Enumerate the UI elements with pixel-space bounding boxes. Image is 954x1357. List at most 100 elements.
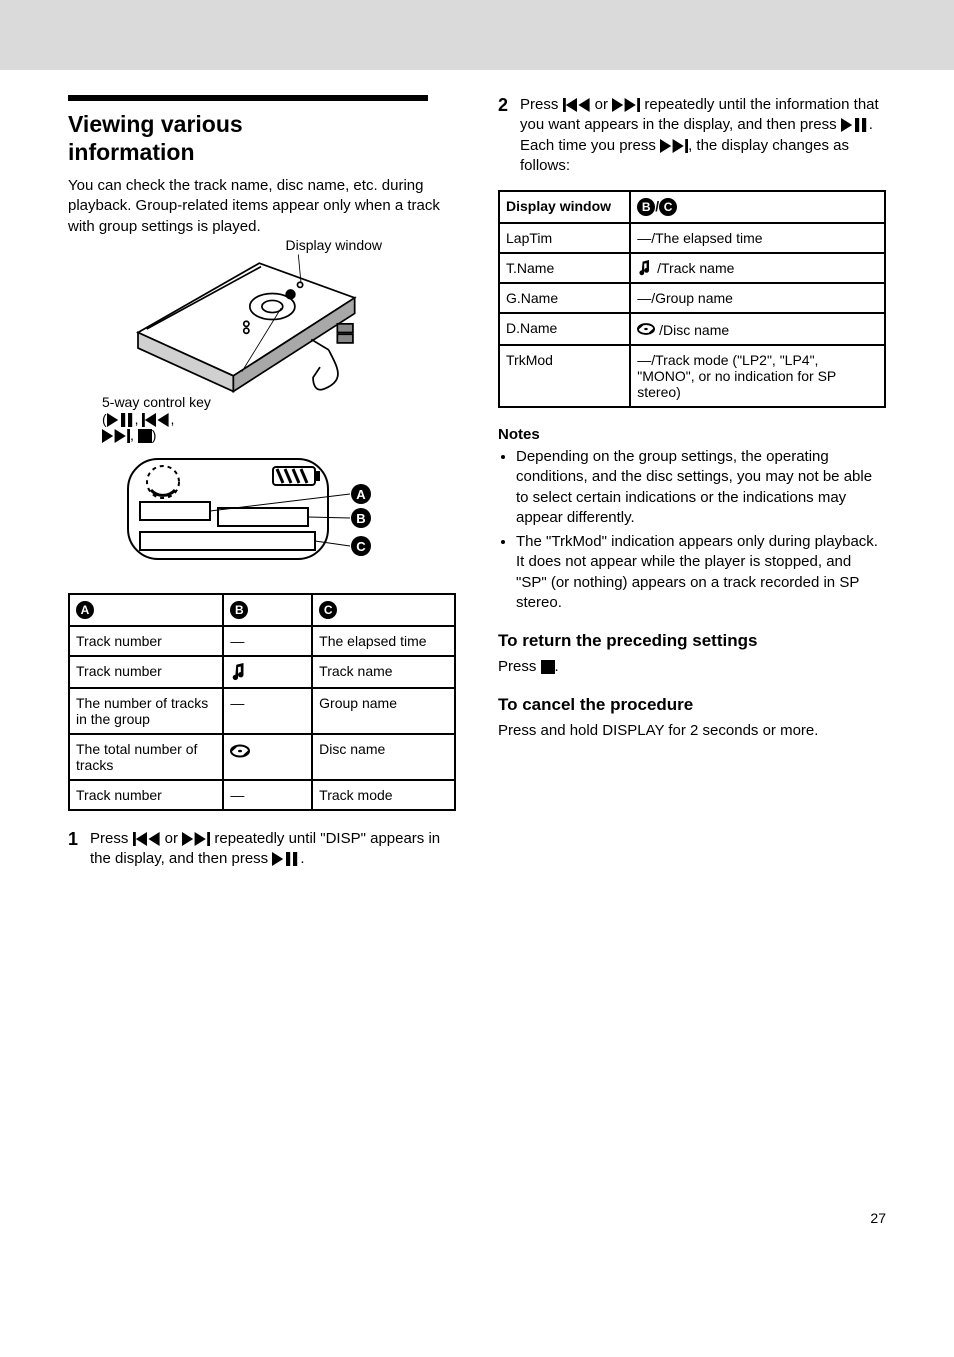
return-a: Press (498, 658, 541, 675)
music-note-icon (637, 260, 653, 276)
display-table: A B C Track number — The elapsed time Tr… (68, 593, 456, 811)
step-2-text: Press or repeatedly until the informatio… (520, 95, 886, 176)
title-line-2: information (68, 139, 195, 165)
caption-key-label: 5-way control key (102, 394, 211, 410)
device-illustration: Display window 5-way control key (, , , … (112, 237, 412, 444)
columns: Viewing various information You can chec… (68, 95, 886, 870)
notes-list: Depending on the group settings, the ope… (498, 447, 886, 613)
cell: Track number (69, 626, 223, 656)
table-header-row: Display window B/C (499, 191, 885, 223)
cancel-section: To cancel the procedure Press and hold D… (498, 695, 886, 741)
section-title: Viewing various information (68, 111, 456, 166)
svg-text:B: B (356, 511, 365, 526)
left-column: Viewing various information You can chec… (68, 95, 456, 870)
cell: G.Name (499, 283, 630, 313)
cell: /Disc name (630, 313, 885, 345)
step2-b: or (591, 96, 613, 113)
step1-b: or (161, 830, 183, 847)
table-row: TrkMod —/Track mode ("LP2", "LP4", "MONO… (499, 345, 885, 407)
disc-icon (637, 320, 655, 338)
table-row: The number of tracks in the group — Grou… (69, 688, 455, 734)
play-pause-icon (841, 118, 869, 132)
step-2: 2 Press or repeatedly until the informat… (498, 95, 886, 176)
disc-icon (230, 741, 250, 761)
cell: T.Name (499, 253, 630, 283)
skip-back-icon (563, 98, 591, 112)
cell: — (223, 626, 312, 656)
cell: Track name (312, 656, 455, 688)
step1-d: . (300, 850, 304, 867)
skip-forward-icon (102, 429, 130, 443)
cell: The number of tracks in the group (69, 688, 223, 734)
section-divider (68, 95, 428, 101)
cell: LapTim (499, 223, 630, 253)
skip-forward-icon (660, 139, 688, 153)
step-2-number: 2 (498, 95, 520, 116)
return-b: . (555, 658, 559, 675)
skip-forward-icon (612, 98, 640, 112)
cell: — (223, 780, 312, 810)
notes-label: Notes (498, 426, 886, 443)
lcd-illustration: A B C (118, 454, 456, 579)
lead-paragraph: You can check the track name, disc name,… (68, 176, 456, 237)
cell: —/Track mode ("LP2", "LP4", "MONO", or n… (630, 345, 885, 407)
lcd-svg: A B C (118, 454, 398, 574)
step2-a: Press (520, 96, 563, 113)
cell-text: /Track name (653, 260, 734, 276)
table-row: Track number — The elapsed time (69, 626, 455, 656)
skip-back-icon (142, 413, 170, 427)
note-item: Depending on the group settings, the ope… (516, 447, 886, 528)
cell: — (223, 688, 312, 734)
device-svg (112, 237, 372, 402)
skip-forward-icon (182, 832, 210, 846)
return-text: Press . (498, 657, 886, 677)
cell: Track mode (312, 780, 455, 810)
table-row: T.Name /Track name (499, 253, 885, 283)
cell-text: /Disc name (655, 322, 729, 338)
page-body: Viewing various information You can chec… (68, 95, 886, 870)
table-row: The total number of tracks Disc name (69, 734, 455, 780)
table-row: G.Name —/Group name (499, 283, 885, 313)
step2-after: Each time you press (520, 137, 660, 154)
play-pause-icon (272, 852, 300, 866)
cell: Track number (69, 656, 223, 688)
rhead-left: Display window (506, 198, 611, 214)
cell: /Track name (630, 253, 885, 283)
title-line-1: Viewing various (68, 111, 243, 137)
svg-text:A: A (356, 487, 366, 502)
col-a-label: A (76, 601, 94, 619)
header-band (0, 0, 954, 70)
cell: Disc name (312, 734, 455, 780)
play-pause-icon (107, 413, 135, 427)
rhead-b: B (637, 198, 655, 216)
col-c-label: C (319, 601, 337, 619)
cell: —/The elapsed time (630, 223, 885, 253)
step-1-number: 1 (68, 829, 90, 850)
step1-a: Press (90, 830, 133, 847)
skip-back-icon (133, 832, 161, 846)
music-note-icon (230, 663, 248, 681)
return-title: To return the preceding settings (498, 631, 886, 651)
svg-text:C: C (356, 539, 366, 554)
step-1: 1 Press or repeatedly until "DISP" appea… (68, 829, 456, 870)
cell: —/Group name (630, 283, 885, 313)
cell: The elapsed time (312, 626, 455, 656)
cell: Track number (69, 780, 223, 810)
cell: The total number of tracks (69, 734, 223, 780)
cell: D.Name (499, 313, 630, 345)
cancel-text: Press and hold DISPLAY for 2 seconds or … (498, 721, 886, 741)
cell: Group name (312, 688, 455, 734)
cell (223, 734, 312, 780)
right-column: 2 Press or repeatedly until the informat… (498, 95, 886, 870)
col-b-label: B (230, 601, 248, 619)
cell (223, 656, 312, 688)
table-row: D.Name /Disc name (499, 313, 885, 345)
table-row: Track number — Track mode (69, 780, 455, 810)
display-change-table: Display window B/C LapTim —/The elapsed … (498, 190, 886, 408)
stop-icon (138, 429, 152, 443)
table-header-row: A B C (69, 594, 455, 626)
stop-icon (541, 660, 555, 674)
step2-d: . (869, 116, 873, 133)
rhead-c: C (659, 198, 677, 216)
cancel-title: To cancel the procedure (498, 695, 886, 715)
